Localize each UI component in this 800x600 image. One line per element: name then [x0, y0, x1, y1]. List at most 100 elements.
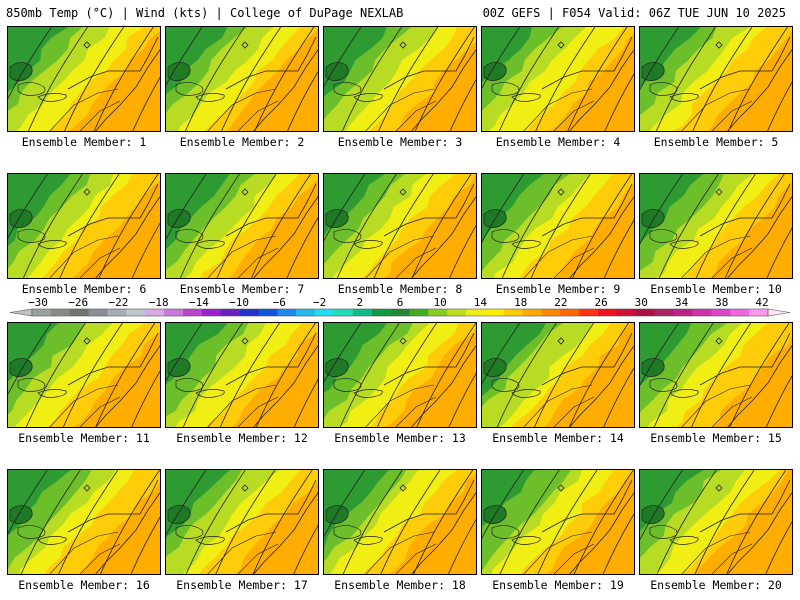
colorbar-tick-label: −26 — [68, 296, 88, 309]
ensemble-member-label: Ensemble Member: 18 — [334, 578, 466, 592]
temperature-map — [8, 323, 160, 427]
colorbar-segment — [522, 309, 542, 316]
colorbar-max-arrow — [767, 308, 791, 317]
colorbar-segment — [484, 309, 505, 316]
ensemble-member-map — [639, 26, 793, 132]
temperature-map — [640, 174, 792, 278]
colorbar-segment — [730, 309, 750, 316]
ensemble-member-label: Ensemble Member: 8 — [337, 282, 463, 296]
ensemble-member-map — [323, 322, 477, 428]
colorbar-segment — [711, 309, 731, 316]
colorbar-segment — [654, 309, 674, 316]
temperature-map — [324, 27, 476, 131]
temperature-map — [166, 174, 318, 278]
colorbar-tick-label: −10 — [229, 296, 249, 309]
colorbar-segment — [333, 309, 354, 316]
colorbar-segment — [466, 309, 486, 316]
colorbar-tick-label: 6 — [397, 296, 404, 309]
temperature-map — [482, 174, 634, 278]
ensemble-member-map — [639, 322, 793, 428]
temperature-colorbar: −30 −26 −22 −18 −14 −10 −6 −2 2 6 10 14 18 22 26 30 34 38… — [9, 296, 791, 317]
colorbar-segment — [201, 309, 222, 316]
ensemble-member-map — [481, 469, 635, 575]
ensemble-member-label: Ensemble Member: 13 — [334, 431, 466, 445]
ensemble-member-map — [7, 469, 161, 575]
colorbar-segment — [598, 309, 618, 316]
map-title: 850mb Temp (°C) | Wind (kts) | College o… — [6, 6, 404, 20]
temperature-map — [166, 27, 318, 131]
ensemble-member-label: Ensemble Member: 17 — [176, 578, 308, 592]
colorbar-tick-label: 18 — [514, 296, 527, 309]
temperature-map — [640, 470, 792, 574]
colorbar-segment — [692, 309, 712, 316]
colorbar-segment — [88, 309, 108, 316]
ensemble-member-label: Ensemble Member: 2 — [179, 135, 305, 149]
colorbar-segment — [673, 309, 693, 316]
ensemble-member-map — [481, 173, 635, 279]
ensemble-member-label: Ensemble Member: 20 — [650, 578, 782, 592]
colorbar-tick-label: 26 — [594, 296, 607, 309]
colorbar-tick-label: −30 — [28, 296, 48, 309]
ensemble-member-label: Ensemble Member: 15 — [650, 431, 782, 445]
colorbar-segment — [617, 309, 637, 316]
ensemble-member-map — [639, 173, 793, 279]
ensemble-member-label: Ensemble Member: 1 — [21, 135, 147, 149]
colorbar-segment — [579, 309, 599, 316]
ensemble-member-map — [165, 26, 319, 132]
colorbar-segment — [50, 309, 71, 316]
colorbar-segment — [182, 309, 203, 316]
colorbar-segment — [258, 309, 278, 316]
colorbar-tick-label: 38 — [715, 296, 728, 309]
colorbar-tick-label: 34 — [675, 296, 689, 309]
colorbar-segment — [541, 309, 561, 316]
ensemble-member-label: Ensemble Member: 12 — [176, 431, 308, 445]
temperature-map — [324, 470, 476, 574]
ensemble-member-map — [481, 322, 635, 428]
colorbar-tick-label: 10 — [434, 296, 447, 309]
colorbar-segment — [239, 309, 259, 316]
ensemble-member-label: Ensemble Member: 6 — [21, 282, 147, 296]
colorbar-segment — [69, 309, 89, 316]
colorbar-segment — [164, 309, 184, 316]
ensemble-member-label: Ensemble Member: 7 — [179, 282, 305, 296]
colorbar-segment — [126, 309, 146, 316]
colorbar-tick-label: −22 — [108, 296, 128, 309]
colorbar-segment — [390, 309, 410, 316]
temperature-map — [482, 323, 634, 427]
ensemble-member-map — [7, 322, 161, 428]
temperature-map — [482, 27, 634, 131]
colorbar-segment — [409, 309, 429, 316]
ensemble-member-label: Ensemble Member: 16 — [18, 578, 150, 592]
ensemble-member-label: Ensemble Member: 19 — [492, 578, 624, 592]
colorbar-tick-label: −6 — [273, 296, 286, 309]
temperature-map — [324, 323, 476, 427]
colorbar-segment — [503, 309, 523, 316]
ensemble-member-label: Ensemble Member: 14 — [492, 431, 624, 445]
ensemble-member-map — [165, 173, 319, 279]
colorbar-tick-label: 22 — [554, 296, 567, 309]
temperature-map — [640, 323, 792, 427]
temperature-map — [8, 470, 160, 574]
temperature-map — [8, 27, 160, 131]
colorbar-tick-label: 14 — [474, 296, 488, 309]
colorbar-tick-label: 30 — [635, 296, 648, 309]
colorbar-tick-label: −14 — [189, 296, 209, 309]
ensemble-member-map — [165, 469, 319, 575]
colorbar-segment — [635, 309, 656, 316]
colorbar-segment — [107, 309, 127, 316]
colorbar-segment — [560, 309, 580, 316]
ensemble-member-label: Ensemble Member: 10 — [650, 282, 782, 296]
ensemble-member-map — [639, 469, 793, 575]
ensemble-member-label: Ensemble Member: 3 — [337, 135, 463, 149]
ensemble-member-label: Ensemble Member: 11 — [18, 431, 150, 445]
colorbar-tick-label: −18 — [149, 296, 169, 309]
colorbar-segment — [220, 309, 240, 316]
ensemble-member-map — [323, 173, 477, 279]
colorbar-tick-label: 2 — [356, 296, 363, 309]
ensemble-member-label: Ensemble Member: 5 — [653, 135, 779, 149]
colorbar-segment — [749, 309, 769, 316]
colorbar-tick-label: −2 — [313, 296, 326, 309]
ensemble-member-label: Ensemble Member: 4 — [495, 135, 621, 149]
temperature-map — [640, 27, 792, 131]
temperature-map — [8, 174, 160, 278]
